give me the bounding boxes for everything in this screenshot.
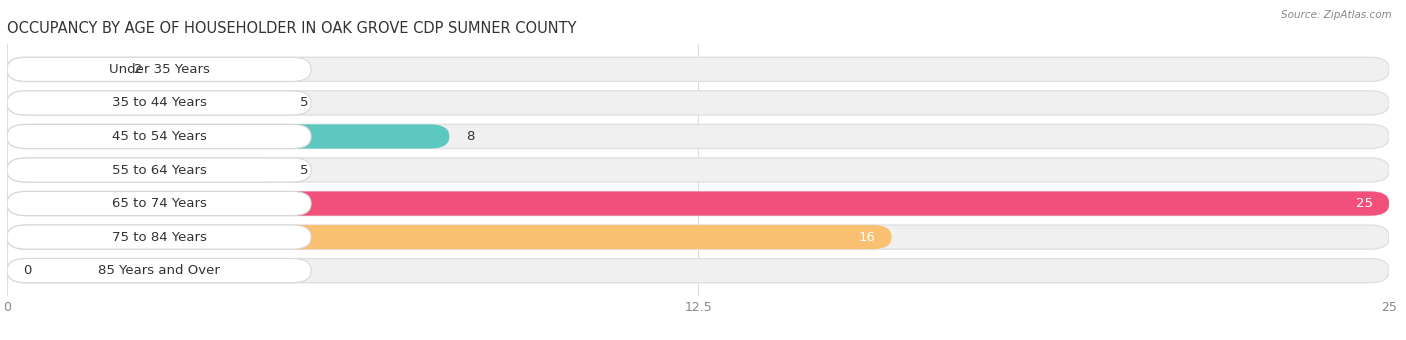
FancyBboxPatch shape (7, 91, 1389, 115)
FancyBboxPatch shape (7, 191, 311, 216)
FancyBboxPatch shape (7, 158, 284, 182)
FancyBboxPatch shape (7, 124, 1389, 149)
FancyBboxPatch shape (7, 57, 311, 82)
FancyBboxPatch shape (7, 57, 118, 82)
FancyBboxPatch shape (7, 191, 1389, 216)
FancyBboxPatch shape (7, 225, 311, 249)
Text: Under 35 Years: Under 35 Years (108, 63, 209, 76)
Text: 75 to 84 Years: 75 to 84 Years (111, 231, 207, 243)
Text: 8: 8 (465, 130, 474, 143)
Text: 0: 0 (24, 264, 32, 277)
Text: 16: 16 (858, 231, 875, 243)
FancyBboxPatch shape (7, 158, 1389, 182)
Text: OCCUPANCY BY AGE OF HOUSEHOLDER IN OAK GROVE CDP SUMNER COUNTY: OCCUPANCY BY AGE OF HOUSEHOLDER IN OAK G… (7, 21, 576, 36)
FancyBboxPatch shape (7, 258, 1389, 283)
Text: 5: 5 (299, 97, 308, 109)
FancyBboxPatch shape (7, 124, 311, 149)
Text: 65 to 74 Years: 65 to 74 Years (111, 197, 207, 210)
FancyBboxPatch shape (7, 91, 284, 115)
Text: 35 to 44 Years: 35 to 44 Years (111, 97, 207, 109)
Text: 25: 25 (1355, 197, 1372, 210)
FancyBboxPatch shape (7, 158, 311, 182)
FancyBboxPatch shape (7, 258, 311, 283)
FancyBboxPatch shape (7, 124, 450, 149)
FancyBboxPatch shape (7, 57, 1389, 82)
Text: 45 to 54 Years: 45 to 54 Years (111, 130, 207, 143)
Text: 55 to 64 Years: 55 to 64 Years (111, 164, 207, 176)
Text: 5: 5 (299, 164, 308, 176)
FancyBboxPatch shape (7, 225, 891, 249)
Text: 85 Years and Over: 85 Years and Over (98, 264, 219, 277)
Text: Source: ZipAtlas.com: Source: ZipAtlas.com (1281, 10, 1392, 20)
FancyBboxPatch shape (7, 191, 1389, 216)
Text: 2: 2 (134, 63, 142, 76)
FancyBboxPatch shape (7, 225, 1389, 249)
FancyBboxPatch shape (7, 91, 311, 115)
